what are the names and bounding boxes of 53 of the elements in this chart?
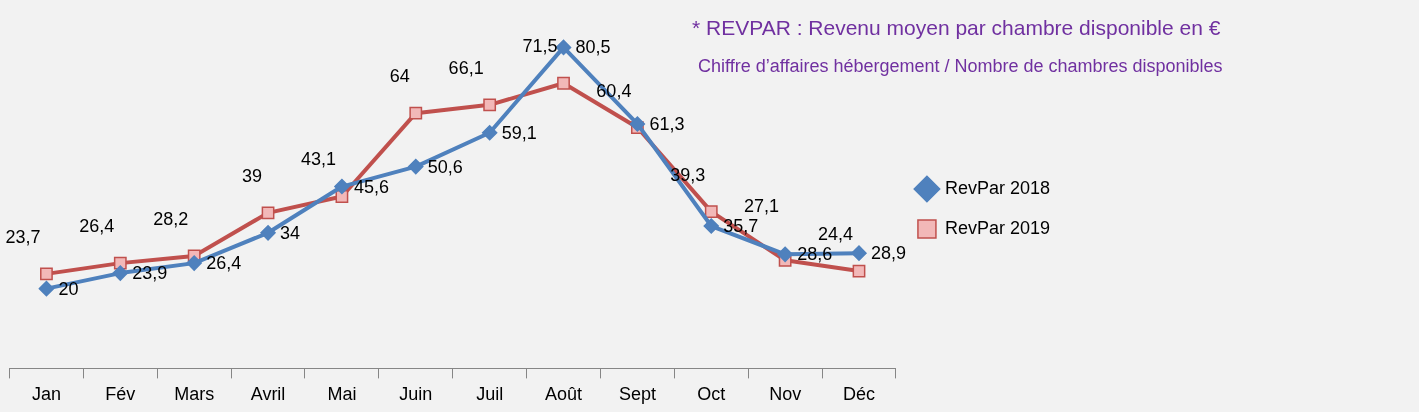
data-label: 23,7 — [5, 226, 41, 247]
x-tick-label: Mars — [174, 384, 215, 405]
legend-label: RevPar 2018 — [944, 177, 1051, 198]
data-label: 20 — [58, 278, 79, 299]
point — [40, 267, 53, 281]
point — [186, 255, 202, 271]
point — [38, 280, 55, 297]
x-tick-label: Mai — [327, 384, 357, 405]
x-tick-label: Jan — [31, 384, 61, 405]
point — [629, 116, 646, 132]
data-label: 34 — [280, 222, 301, 243]
point — [481, 124, 498, 141]
annotation: Chiffre d’affaires hébergement / Nombre de chambres disponibles — [698, 56, 1223, 77]
point — [483, 98, 497, 112]
point — [112, 265, 129, 281]
data-label: 27,1 — [744, 196, 780, 217]
legend-label: RevPar 2019 — [944, 217, 1051, 238]
data-label: 59,1 — [501, 122, 537, 143]
data-label: 71,5 — [522, 36, 558, 57]
x-tick-label: Juin — [399, 384, 433, 405]
x-tick-label: Juil — [476, 384, 504, 405]
point — [334, 178, 350, 195]
x-tick-label: Nov — [769, 384, 802, 405]
data-label: 39 — [242, 165, 263, 186]
data-label: 66,1 — [448, 57, 484, 78]
point — [852, 264, 866, 278]
x-tick-label: Août — [545, 384, 583, 405]
data-label: 45,6 — [353, 176, 389, 197]
x-tick-label: Avril — [250, 384, 286, 405]
x-tick-label: Sept — [618, 384, 656, 405]
point — [408, 158, 424, 175]
point — [777, 246, 793, 263]
point — [851, 245, 867, 261]
point — [703, 218, 720, 234]
point — [557, 76, 570, 90]
data-label: 80,5 — [575, 37, 611, 58]
point — [261, 206, 275, 220]
data-label: 50,6 — [427, 156, 463, 177]
data-label: 28,2 — [153, 208, 189, 229]
data-label: 26,4 — [206, 253, 242, 274]
x-tick-label: Fév — [105, 384, 136, 405]
point — [260, 225, 276, 241]
data-label: 43,1 — [300, 149, 336, 170]
data-label: 61,3 — [649, 113, 685, 134]
data-label: 24,4 — [817, 224, 854, 245]
data-label: 26,4 — [79, 216, 115, 237]
text: * REVPAR : Revenu moyen par chambre disponible en € — [692, 16, 1221, 40]
data-label: 64 — [389, 66, 410, 87]
point — [409, 106, 423, 120]
x-tick-label: Oct — [697, 384, 726, 405]
point — [704, 205, 718, 219]
data-label: 28,9 — [871, 243, 907, 264]
x-tick-label: Déc — [842, 384, 876, 405]
